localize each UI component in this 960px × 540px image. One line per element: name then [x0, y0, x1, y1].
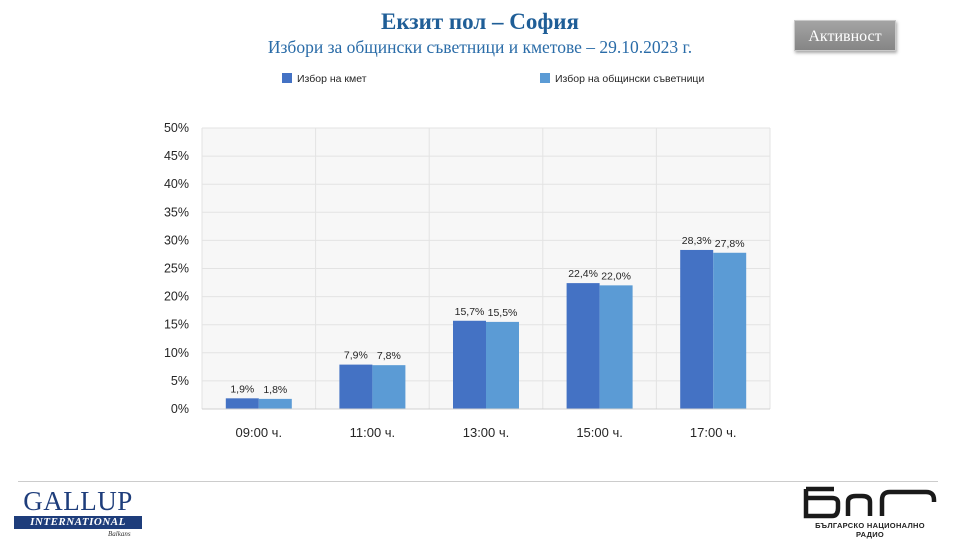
- y-tick-label: 50%: [164, 121, 189, 135]
- x-tick-label: 15:00 ч.: [576, 425, 623, 440]
- data-label: 15,7%: [455, 306, 485, 318]
- chart-title: Екзит пол – София: [381, 9, 579, 34]
- legend-label: Избор на кмет: [297, 73, 367, 85]
- gallup-logo-sub: Balkans: [108, 530, 131, 538]
- legend-swatch: [540, 73, 550, 83]
- bar-mayor: [225, 398, 259, 409]
- bar-council: [486, 321, 519, 409]
- data-label: 7,9%: [344, 350, 368, 362]
- data-label: 27,8%: [715, 238, 745, 250]
- bar-mayor: [339, 364, 373, 409]
- y-tick-label: 45%: [164, 149, 189, 163]
- bnr-logo-text: БЪЛГАРСКО НАЦИОНАЛНО РАДИО: [815, 521, 925, 539]
- chart-subtitle: Избори за общински съветници и кметове –…: [267, 37, 693, 57]
- y-tick-label: 10%: [164, 346, 189, 360]
- gallup-logo: GALLUP INTERNATIONAL Balkans: [12, 487, 144, 539]
- gallup-logo-word: GALLUP: [23, 486, 133, 516]
- data-label: 15,5%: [488, 307, 518, 319]
- footer-divider: [18, 481, 938, 482]
- activity-button[interactable]: Активност: [794, 20, 896, 51]
- bar-council: [599, 285, 633, 409]
- data-label: 22,0%: [601, 270, 631, 282]
- y-tick-label: 5%: [171, 374, 189, 388]
- bar-council: [372, 365, 406, 409]
- gallup-logo-band: INTERNATIONAL: [14, 516, 142, 529]
- bar-mayor: [680, 249, 714, 409]
- legend-swatch: [282, 73, 292, 83]
- y-tick-label: 40%: [164, 177, 189, 191]
- y-tick-label: 0%: [171, 402, 189, 416]
- x-tick-label: 17:00 ч.: [690, 425, 737, 440]
- y-tick-label: 30%: [164, 233, 189, 247]
- data-label: 1,8%: [263, 384, 287, 396]
- data-label: 1,9%: [230, 383, 254, 395]
- bar-chart: 0% 5% 10% 15% 20% 25% 30% 35% 40% 45% 50% 1,9% 1,8% 0…: [164, 73, 771, 440]
- bnr-logo-mark: [803, 486, 937, 519]
- data-label: 28,3%: [682, 235, 712, 247]
- y-tick-label: 25%: [164, 262, 189, 276]
- bar-council: [258, 398, 292, 409]
- x-tick-label: 11:00 ч.: [350, 425, 396, 440]
- y-tick-label: 15%: [164, 318, 189, 332]
- bar-council: [713, 252, 747, 409]
- data-label: 22,4%: [568, 268, 598, 280]
- data-label: 7,8%: [377, 350, 401, 362]
- x-tick-label: 09:00 ч.: [236, 425, 283, 440]
- legend-label: Избор на общински съветници: [555, 73, 704, 85]
- y-tick-label: 35%: [164, 205, 189, 219]
- x-tick-label: 13:00 ч.: [463, 425, 510, 440]
- bar-mayor: [453, 320, 486, 409]
- bar-mayor: [566, 283, 600, 409]
- y-tick-label: 20%: [164, 290, 189, 304]
